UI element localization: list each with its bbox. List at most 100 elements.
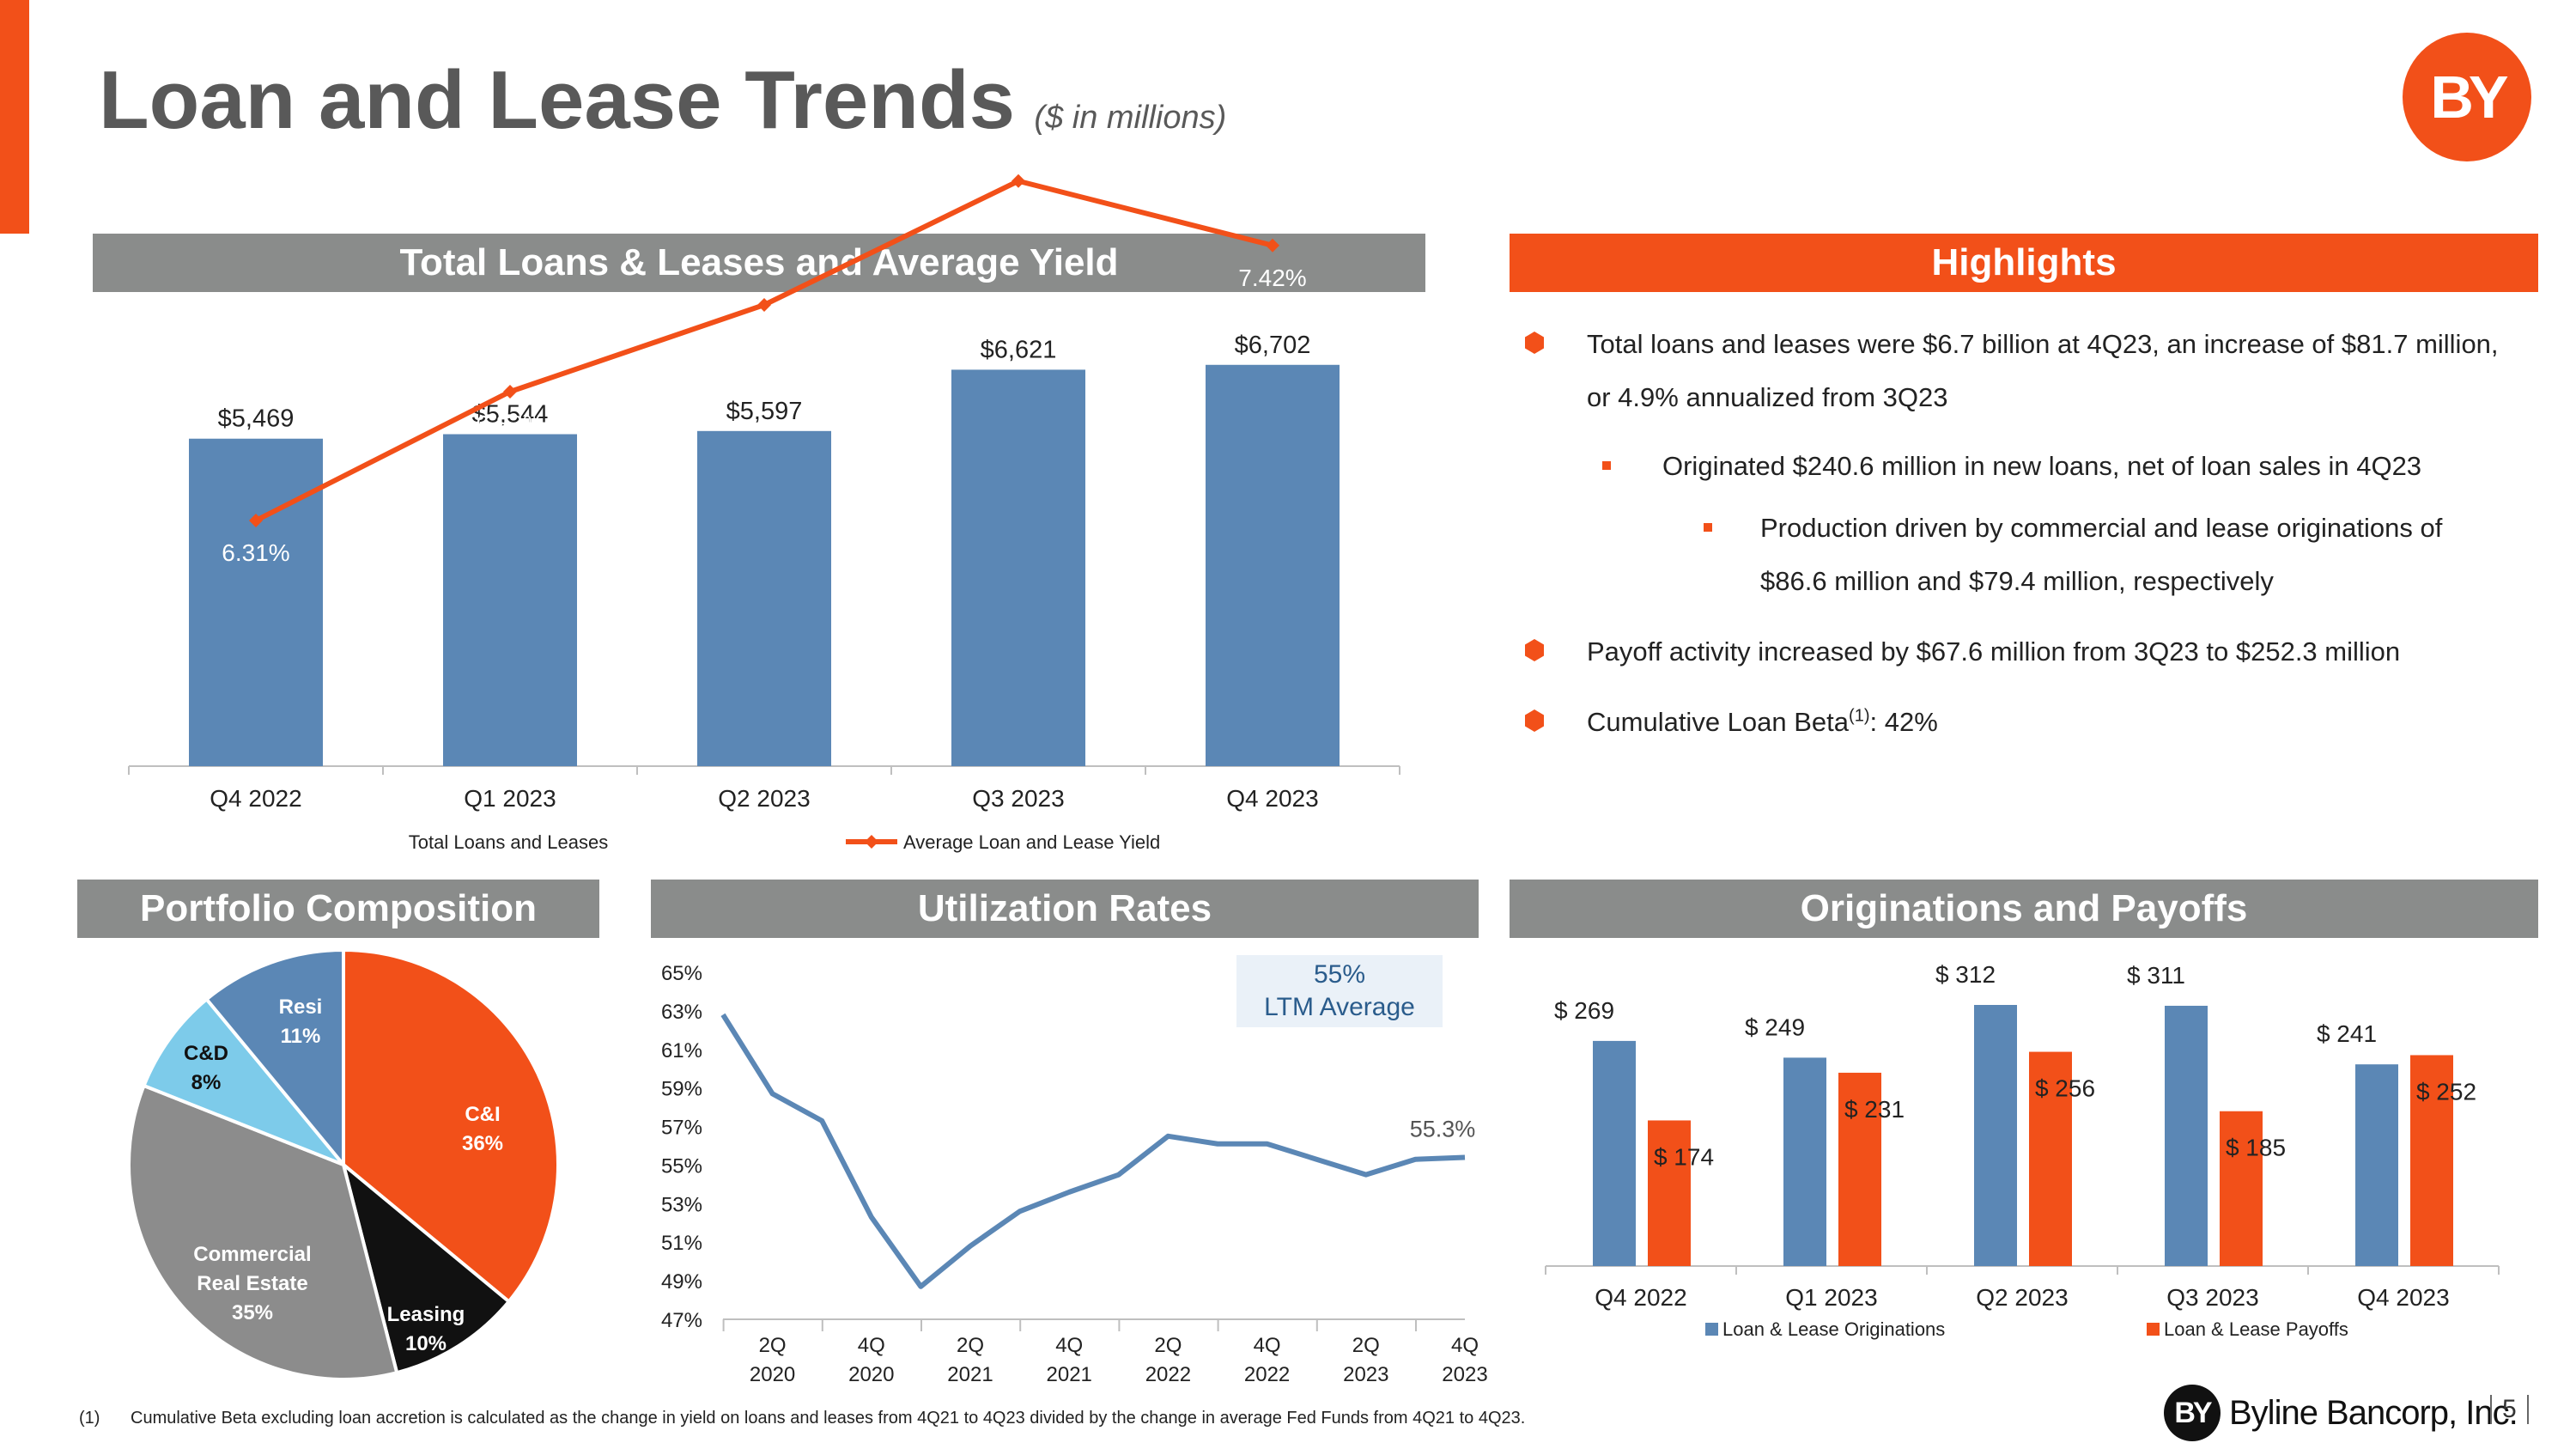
highlight-item-1-line1: Total loans and leases were $6.7 billion…	[1587, 329, 2499, 359]
utilization-section-header: Utilization Rates	[651, 880, 1479, 938]
y-tick-label: 63%	[661, 1001, 702, 1024]
pie-slice-label: 11%	[281, 1025, 321, 1048]
origination-bar-label: $ 269	[1554, 997, 1614, 1024]
ltm-value: 55%	[1313, 960, 1366, 989]
bullet-hexagon-icon	[1525, 332, 1544, 354]
brand-name: Byline Bancorp, Inc.	[2229, 1393, 2518, 1432]
origination-bar-label: $ 241	[2317, 1020, 2377, 1047]
payoff-bar-label: $ 256	[2035, 1075, 2095, 1102]
highlight-item-2: Payoff activity increased by $67.6 milli…	[1587, 636, 2401, 667]
payoff-bar	[2410, 1055, 2453, 1266]
x-tick-label: 4Q	[1451, 1334, 1479, 1357]
legend-loans-label: Total Loans and Leases	[409, 831, 608, 853]
y-tick-label: 47%	[661, 1309, 702, 1332]
highlight-subsub-1-line2: $86.6 million and $79.4 million, respect…	[1760, 566, 2274, 596]
origination-bar-label: $ 312	[1935, 961, 1996, 988]
x-tick-label: Q1 2023	[1785, 1284, 1877, 1311]
x-tick-label: Q4 2022	[210, 785, 301, 812]
bullet-hexagon-icon	[1525, 709, 1544, 732]
highlight-item-3-sup: (1)	[1849, 706, 1870, 726]
highlight-item-3-pre: Cumulative Loan Beta	[1587, 707, 1850, 737]
bullet-square-icon	[1704, 523, 1712, 532]
yield-label: 7.42%	[1238, 265, 1306, 291]
pie-slice-label: Real Estate	[197, 1272, 307, 1295]
loan-bar	[1206, 364, 1340, 766]
loans-section-header: Total Loans & Leases and Average Yield	[93, 234, 1425, 292]
pie-slice-label: C&D	[184, 1042, 228, 1065]
legend-originations-label: Loan & Lease Originations	[1722, 1318, 1945, 1340]
loan-bar-label: $5,469	[218, 405, 295, 433]
brand-footer: BY Byline Bancorp, Inc.	[2164, 1385, 2518, 1441]
accent-bar	[0, 0, 29, 234]
pie-slice-label: 36%	[462, 1132, 503, 1155]
yield-marker	[503, 384, 517, 399]
x-tick-label: 4Q	[1055, 1334, 1083, 1357]
payoff-bar-label: $ 185	[2226, 1135, 2286, 1161]
pie-slice-label: Leasing	[387, 1303, 465, 1326]
brand-mark-icon: BY	[2164, 1385, 2221, 1441]
loan-bar-label: $6,702	[1235, 332, 1311, 359]
y-tick-label: 53%	[661, 1193, 702, 1216]
origination-bar	[2165, 1005, 2208, 1266]
x-tick-label: 2Q	[1352, 1334, 1380, 1357]
yield-label: 7.18%	[730, 324, 798, 350]
payoff-bar	[1838, 1072, 1881, 1266]
x-tick-label: 2021	[947, 1363, 993, 1386]
yield-marker	[757, 298, 771, 313]
loan-bar	[697, 430, 831, 766]
yield-marker	[1012, 174, 1025, 188]
ltm-average-box: 55% LTM Average	[1236, 955, 1443, 1027]
payoff-bar-label: $ 252	[2416, 1078, 2476, 1105]
pie-slice-label: Resi	[279, 995, 323, 1019]
x-tick-label: 2020	[750, 1363, 795, 1386]
x-tick-label: 4Q	[1254, 1334, 1281, 1357]
payoff-bar	[2220, 1111, 2263, 1266]
origination-bar	[1783, 1057, 1826, 1266]
highlight-subsub-1-line1: Production driven by commercial and leas…	[1760, 513, 2443, 543]
highlight-item-3: Cumulative Loan Beta(1): 42%	[1587, 696, 1938, 749]
origination-bar	[2355, 1064, 2398, 1266]
x-tick-label: 2020	[848, 1363, 894, 1386]
pie-slice	[342, 947, 560, 1305]
pie-slice	[204, 947, 345, 1170]
highlights-section-header: Highlights	[1510, 234, 2538, 292]
yield-label: 7.68%	[984, 200, 1052, 227]
x-tick-label: Q4 2023	[2357, 1284, 2449, 1311]
title-subtitle: ($ in millions)	[1034, 100, 1227, 136]
legend-yield-marker	[865, 835, 878, 849]
x-tick-label: 2023	[1442, 1363, 1487, 1386]
utilization-line	[720, 1013, 1466, 1289]
y-tick-label: 55%	[661, 1154, 702, 1178]
x-tick-label: 2Q	[957, 1334, 984, 1357]
legend-payoffs-label: Loan & Lease Payoffs	[2164, 1318, 2348, 1340]
yield-label: 6.83%	[476, 411, 544, 437]
x-tick-label: Q3 2023	[972, 785, 1064, 812]
loan-bar	[443, 434, 577, 766]
x-tick-label: Q4 2022	[1595, 1284, 1686, 1311]
legend-payoffs-swatch	[2147, 1323, 2160, 1336]
pie-slice-label: C&I	[465, 1103, 500, 1126]
payoff-bar	[2029, 1051, 2072, 1266]
loan-bar	[189, 438, 323, 766]
portfolio-section-header: Portfolio Composition	[77, 880, 599, 938]
ltm-label: LTM Average	[1264, 993, 1415, 1021]
origination-bar	[1974, 1005, 2017, 1266]
y-tick-label: 57%	[661, 1117, 702, 1140]
pie-slice-label: 35%	[232, 1301, 273, 1324]
x-tick-label: Q4 2023	[1226, 785, 1318, 812]
highlight-item-3-post: : 42%	[1869, 707, 1938, 737]
x-tick-label: 2021	[1047, 1363, 1092, 1386]
bullet-hexagon-icon	[1525, 639, 1544, 661]
footnote: (1) Cumulative Beta excluding loan accret…	[79, 1409, 1525, 1428]
legend-yield-label: Average Loan and Lease Yield	[903, 831, 1160, 853]
page-title: Loan and Lease Trends ($ in millions)	[99, 53, 1226, 148]
origination-bar-label: $ 311	[2127, 962, 2185, 989]
footnote-text: Cumulative Beta excluding loan accretion…	[131, 1409, 1526, 1428]
pie-slice	[141, 996, 345, 1166]
y-tick-label: 59%	[661, 1078, 702, 1101]
y-tick-label: 49%	[661, 1270, 702, 1294]
x-tick-label: Q2 2023	[1976, 1284, 2068, 1311]
